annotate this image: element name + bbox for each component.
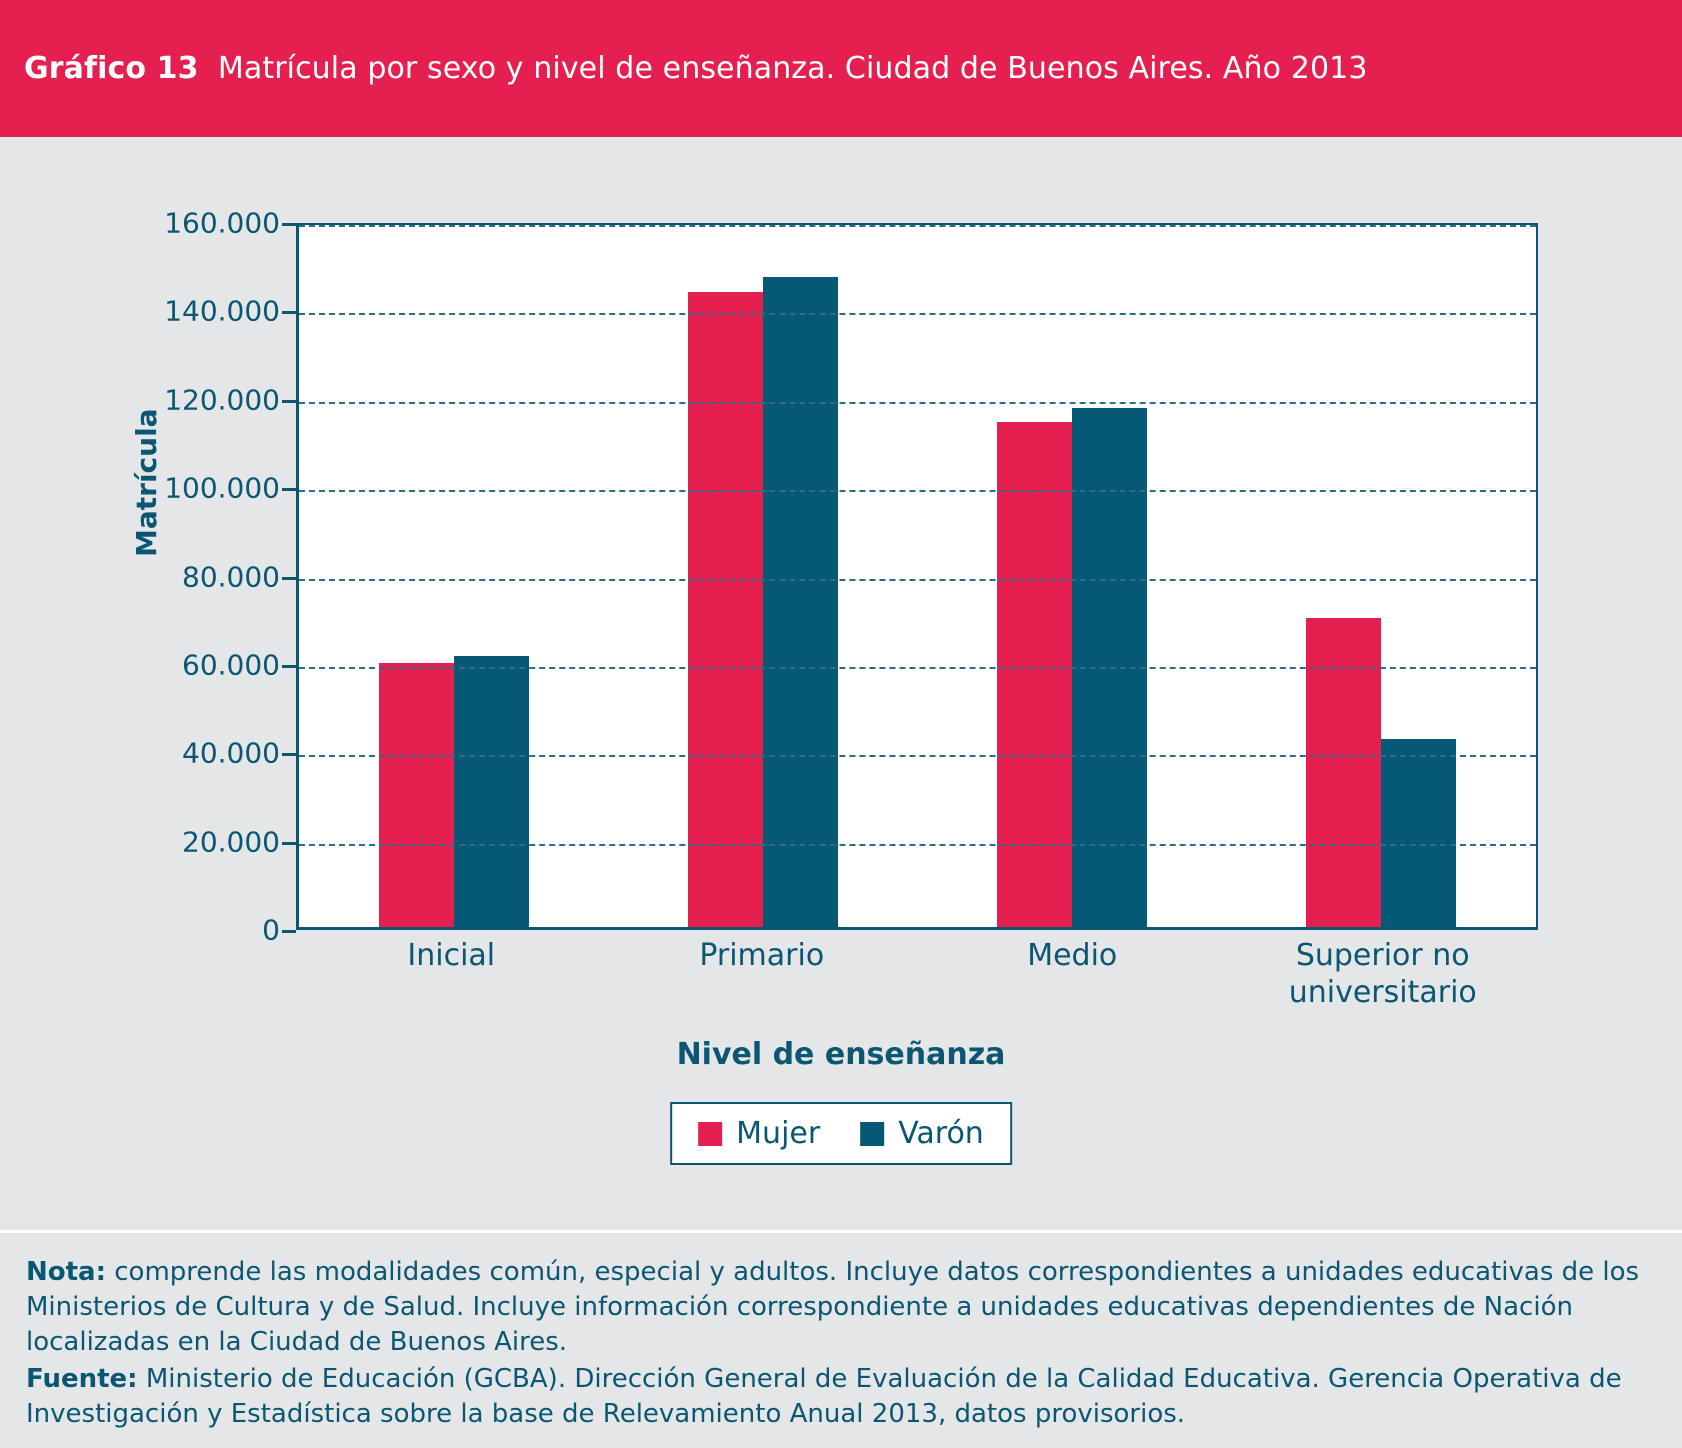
y-tick-label: 80.000 — [182, 560, 280, 593]
bar-mujer-inicial[interactable] — [378, 662, 454, 927]
y-tick-mark — [282, 223, 296, 226]
legend-label-mujer: Mujer — [736, 1116, 821, 1151]
gridline — [299, 313, 1536, 316]
bar-group — [918, 225, 1227, 927]
y-tick-label: 60.000 — [182, 648, 280, 682]
bar-series-layer — [299, 225, 1536, 927]
y-tick-mark — [282, 311, 296, 315]
note-paragraph: Nota: comprende las modalidades común, e… — [26, 1255, 1656, 1360]
bar-group — [1227, 225, 1536, 927]
y-tick-mark — [282, 753, 296, 757]
bar-mujer-medio[interactable] — [997, 422, 1073, 927]
source-paragraph: Fuente: Ministerio de Educación (GCBA). … — [26, 1362, 1656, 1432]
plot-area-wrapper: 160.000 140.000 120.000 100.000 80.000 60.000… — [164, 207, 1538, 1010]
y-tick-label: 40.000 — [182, 736, 280, 770]
y-tick-label: 100.000 — [164, 471, 280, 505]
gridline — [299, 578, 1536, 581]
y-tick-label: 160.000 — [164, 206, 280, 240]
x-tick-label: Primario — [699, 938, 825, 973]
y-tick-label: 120.000 — [164, 383, 280, 417]
y-tick-mark — [282, 841, 296, 845]
chart-container: Matrícula 160.000 140.000 120.000 100.000 80… — [0, 137, 1682, 1230]
y-tick-mark — [282, 930, 296, 933]
footnotes: Nota: comprende las modalidades común, e… — [0, 1230, 1682, 1448]
legend-swatch-mujer-icon — [698, 1121, 723, 1146]
legend-item-varon[interactable]: Varón — [860, 1116, 984, 1151]
gridline — [299, 225, 1536, 227]
note-label: Nota: — [26, 1257, 106, 1287]
note-text: comprende las modalidades común, especia… — [26, 1257, 1640, 1358]
chart-number-label: Gráfico 13 — [24, 51, 199, 86]
y-tick-mark — [282, 576, 296, 580]
bar-group — [608, 225, 917, 927]
source-text: Ministerio de Educación (GCBA). Direcció… — [26, 1364, 1622, 1430]
y-tick-mark — [282, 399, 296, 403]
gridline — [299, 755, 1536, 758]
bar-group — [299, 225, 608, 927]
gridline — [299, 666, 1536, 669]
page-header: Gráfico 13 Matrícula por sexo y nivel de… — [0, 0, 1682, 137]
chart-title-text: Matrícula por sexo y nivel de enseñanza.… — [217, 51, 1368, 86]
y-tick-label: 0 — [262, 913, 280, 947]
gridline — [299, 843, 1536, 846]
y-tick-mark — [282, 488, 296, 492]
y-axis-title: Matrícula — [130, 408, 163, 557]
gridline — [299, 401, 1536, 404]
bar-mujer-superior[interactable] — [1306, 617, 1382, 927]
x-tick-label: Superior no universitario — [1288, 938, 1477, 1010]
x-tick-label: Inicial — [407, 938, 496, 973]
x-tick-label: Medio — [1027, 938, 1118, 973]
legend-item-mujer[interactable]: Mujer — [698, 1116, 820, 1151]
y-tick-label: 20.000 — [182, 825, 280, 859]
chart-legend: Mujer Varón — [670, 1102, 1012, 1165]
legend-swatch-varon-icon — [860, 1121, 885, 1146]
y-tick-label: 140.000 — [164, 294, 280, 328]
x-axis-title: Nivel de enseñanza — [676, 1037, 1006, 1072]
source-label: Fuente: — [26, 1364, 138, 1395]
bar-mujer-primario[interactable] — [687, 291, 763, 927]
gridline — [299, 490, 1536, 493]
legend-label-varon: Varón — [898, 1116, 984, 1151]
bar-varón-inicial[interactable] — [453, 656, 529, 927]
y-tick-mark — [282, 664, 296, 668]
plot-area — [296, 223, 1538, 930]
page-title: Gráfico 13 Matrícula por sexo y nivel de… — [0, 51, 1368, 86]
bar-varón-primario[interactable] — [762, 276, 838, 927]
bar-varón-superior[interactable] — [1381, 739, 1457, 927]
